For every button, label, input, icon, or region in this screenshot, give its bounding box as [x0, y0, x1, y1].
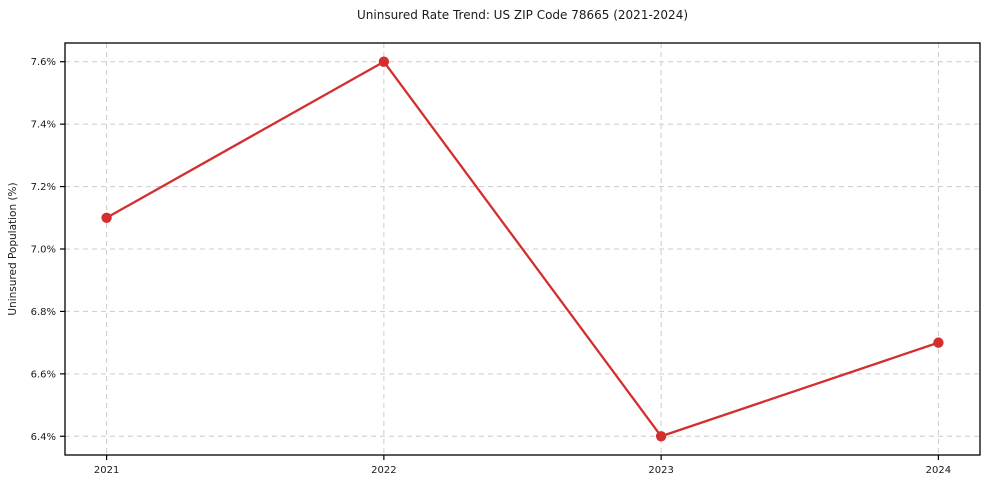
- x-tick-label: 2021: [94, 465, 119, 476]
- data-point-2021: [101, 212, 112, 223]
- y-tick-label: 6.6%: [31, 369, 56, 380]
- data-point-2023: [655, 431, 667, 442]
- y-tick-label: 6.8%: [31, 307, 56, 318]
- y-tick-label: 7.6%: [31, 57, 56, 68]
- x-tick-label: 2024: [926, 465, 951, 476]
- x-tick-label: 2023: [648, 465, 673, 476]
- y-tick-label: 6.4%: [31, 432, 56, 443]
- chart-title: Uninsured Rate Trend: US ZIP Code 78665 …: [356, 8, 689, 22]
- trend-line: [105, 60, 940, 438]
- y-tick-label: 7.0%: [31, 245, 56, 256]
- data-point-2024: [933, 337, 944, 348]
- y-tick-label: 7.2%: [31, 182, 56, 193]
- y-tick-label: 7.4%: [31, 120, 56, 131]
- x-tick-label: 2022: [371, 465, 396, 476]
- data-point-2022: [378, 56, 390, 67]
